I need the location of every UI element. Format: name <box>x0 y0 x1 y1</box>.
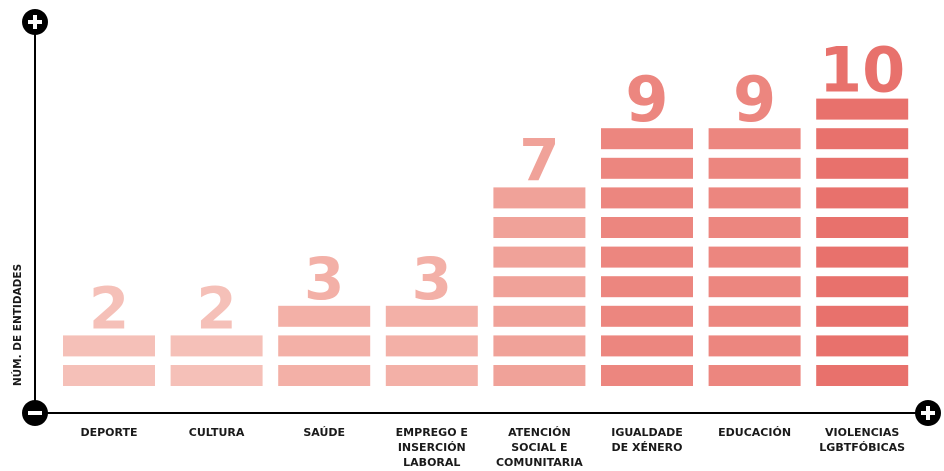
value-label-1: 2 <box>89 274 129 342</box>
bar-block-5-6 <box>493 217 586 238</box>
bar-block-7-7 <box>708 187 801 209</box>
bar-block-5-5 <box>493 246 586 268</box>
value-label-3: 3 <box>304 245 344 313</box>
value-label-4: 3 <box>412 245 452 313</box>
bar-block-8-1 <box>816 365 909 386</box>
bar-block-6-7 <box>601 187 693 209</box>
value-label-6: 9 <box>625 63 668 136</box>
axes-layer: NÚM. DE ENTIDADES <box>11 22 928 414</box>
bar-block-8-10 <box>816 98 909 120</box>
bar-block-8-5 <box>816 246 909 268</box>
axis-end-markers <box>22 9 941 426</box>
bar-block-6-3 <box>601 305 693 327</box>
category-label-6: IGUALDADE DE XÉNERO <box>611 426 683 454</box>
bar-block-6-1 <box>601 365 693 386</box>
bar-block-8-4 <box>816 276 909 298</box>
bar-block-6-8 <box>601 157 693 179</box>
bar-block-1-2 <box>63 335 155 357</box>
bar-block-3-1 <box>278 365 371 386</box>
category-label-7: EDUCACIÓN <box>718 426 791 439</box>
category-label-4: EMPREGO E INSERCIÓN LABORAL <box>396 426 468 469</box>
bar-block-8-7 <box>816 187 909 209</box>
bar-block-7-8 <box>708 157 801 179</box>
bar-block-6-6 <box>601 217 693 238</box>
bar-block-6-4 <box>601 276 693 298</box>
bar-block-8-3 <box>816 305 909 327</box>
bar-block-6-5 <box>601 246 693 268</box>
bar-block-8-2 <box>816 335 909 357</box>
bar-block-8-9 <box>816 128 909 150</box>
bar-block-5-2 <box>493 335 586 357</box>
bar-block-7-3 <box>708 305 801 327</box>
bar-block-5-3 <box>493 305 586 327</box>
bar-block-5-1 <box>493 365 586 386</box>
bar-block-2-1 <box>170 365 263 386</box>
bar-block-4-1 <box>385 365 478 386</box>
bar-block-6-2 <box>601 335 693 357</box>
x-axis-plus-marker <box>915 400 941 426</box>
category-label-5: ATENCIÓN SOCIAL E COMUNITARIA <box>496 426 583 469</box>
bar-block-1-1 <box>63 365 155 386</box>
bar-block-6-9 <box>601 128 693 150</box>
bar-block-7-1 <box>708 365 801 386</box>
bar-block-7-5 <box>708 246 801 268</box>
bar-block-8-6 <box>816 217 909 238</box>
bar-block-7-6 <box>708 217 801 238</box>
bars-layer: 2 2 3 379 9 10 <box>63 34 909 386</box>
bar-block-5-4 <box>493 276 586 298</box>
bar-block-2-2 <box>170 335 263 357</box>
bar-block-7-4 <box>708 276 801 298</box>
origin-minus-marker <box>22 400 48 426</box>
category-label-8: VIOLENCIAS LGBTFÓBICAS <box>819 426 905 454</box>
bar-block-8-8 <box>816 157 909 179</box>
category-label-3: SAÚDE <box>303 426 345 439</box>
bar-block-4-3 <box>385 305 478 327</box>
y-axis-label: NÚM. DE ENTIDADES <box>11 264 24 386</box>
value-label-5: 7 <box>519 126 559 194</box>
category-label-2: CULTURA <box>189 426 245 439</box>
y-axis-plus-marker <box>22 9 48 35</box>
bar-block-3-3 <box>278 305 371 327</box>
category-labels: DEPORTE CULTURA SAÚDE EMPREGO E INSERCIÓN LAB… <box>80 426 905 469</box>
bar-block-3-2 <box>278 335 371 357</box>
category-label-1: DEPORTE <box>80 426 137 439</box>
value-label-2: 2 <box>196 274 236 342</box>
bar-block-7-2 <box>708 335 801 357</box>
bar-block-7-9 <box>708 128 801 150</box>
value-label-8: 10 <box>819 34 905 107</box>
bar-block-4-2 <box>385 335 478 357</box>
value-label-7: 9 <box>733 63 776 136</box>
bar-block-5-7 <box>493 187 586 209</box>
